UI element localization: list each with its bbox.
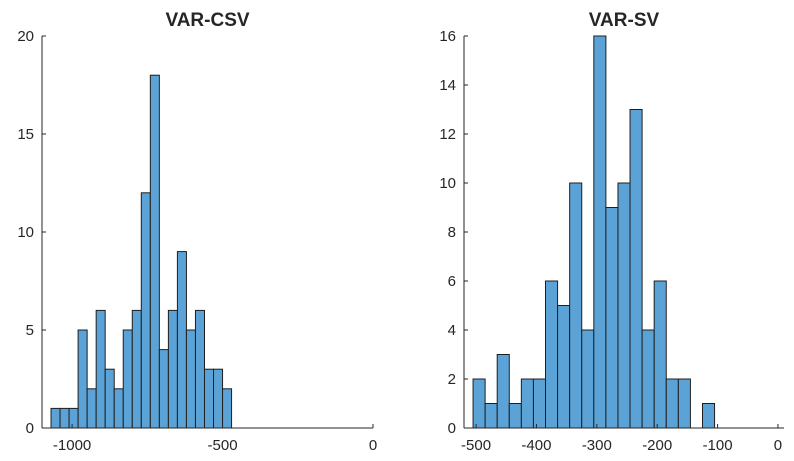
histogram-bar: [605, 207, 619, 429]
histogram-bar: [545, 280, 559, 429]
x-tick-label: -500: [461, 437, 491, 454]
histogram-bar: [569, 182, 583, 429]
y-tick-label: 12: [439, 126, 456, 143]
histogram-bar: [484, 403, 498, 429]
histogram-bar: [176, 251, 187, 429]
histogram-bar: [68, 407, 79, 429]
histogram-bar: [86, 388, 97, 429]
histogram-bar: [59, 407, 70, 429]
histogram-bar: [113, 388, 124, 429]
y-tick-label: 0: [26, 420, 34, 437]
y-tick-label: 2: [448, 371, 456, 388]
histogram-bar: [77, 329, 88, 429]
x-tick-label: -200: [642, 437, 672, 454]
y-tick-label: 15: [17, 126, 34, 143]
histogram-bar: [665, 378, 679, 429]
y-tick-label: 16: [439, 28, 456, 45]
histogram-var-sv: 0 2 4 6 8 10 12 14 16 -500 -400 -300 -200 -100 0 VAR-SV: [439, 10, 784, 454]
y-tick-label: 20: [17, 28, 34, 45]
histogram-bar: [222, 388, 233, 429]
y-tick-label: 6: [448, 273, 456, 290]
histogram-bar: [158, 349, 169, 429]
chart-title: VAR-CSV: [165, 10, 249, 31]
histogram-bar: [194, 309, 205, 429]
histogram-bar: [617, 182, 631, 429]
y-tick-label: 8: [448, 224, 456, 241]
histogram-bar: [167, 309, 178, 429]
y-tick-label: 4: [448, 322, 456, 339]
chart-title: VAR-SV: [589, 10, 660, 31]
histogram-bar: [203, 368, 215, 429]
histogram-bar: [104, 368, 115, 429]
x-tick-label: 0: [369, 437, 377, 454]
x-tick-label: -500: [208, 437, 238, 454]
histogram-bar: [581, 329, 595, 429]
x-tick-label: 0: [774, 437, 782, 454]
histogram-bar: [653, 280, 667, 429]
histogram-bar: [185, 329, 196, 429]
histogram-bar: [472, 378, 486, 429]
histogram-bar: [131, 309, 142, 429]
y-tick-label: 14: [439, 77, 456, 94]
histogram-bar: [629, 109, 643, 429]
y-tick-label: 0: [448, 420, 456, 437]
x-tick-label: -100: [703, 437, 733, 454]
histogram-bar: [701, 403, 716, 429]
y-tick-label: 10: [439, 175, 456, 192]
histogram-bar: [532, 378, 547, 429]
histogram-bar: [520, 378, 534, 429]
histogram-bar: [496, 354, 510, 429]
histogram-bar: [677, 378, 691, 429]
x-tick-label: -300: [582, 437, 612, 454]
y-tick-label: 10: [17, 224, 34, 241]
histogram-bar: [50, 407, 61, 429]
histogram-bar: [140, 192, 151, 429]
x-tick-label: -400: [521, 437, 551, 454]
histogram-bar: [95, 309, 106, 429]
histogram-bar: [508, 403, 522, 429]
histogram-var-csv: 0 5 10 15 20 -1000 -500 0 VAR-CSV: [17, 10, 377, 454]
histogram-bar: [641, 329, 655, 429]
x-tick-label: -1000: [53, 437, 91, 454]
histogram-bar: [149, 74, 160, 429]
histogram-bar: [593, 35, 607, 429]
histogram-bar: [557, 305, 571, 429]
histogram-bar: [122, 329, 133, 429]
histogram-bar: [213, 368, 224, 429]
y-tick-label: 5: [26, 322, 34, 339]
